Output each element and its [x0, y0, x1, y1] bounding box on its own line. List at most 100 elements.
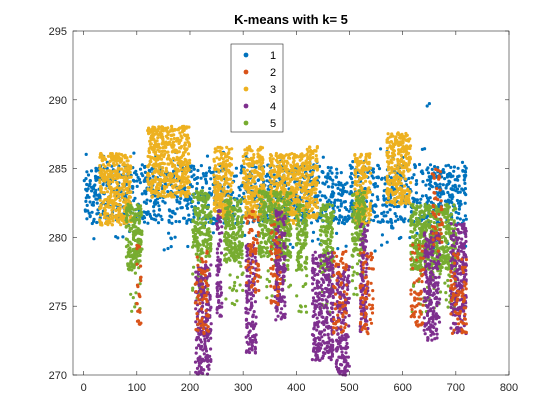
data-point-series-5 — [130, 253, 134, 257]
data-point-series-1 — [332, 201, 337, 205]
data-point-series-1 — [84, 152, 88, 156]
data-point-series-5 — [327, 226, 331, 230]
data-point-series-3 — [408, 157, 412, 161]
data-point-series-3 — [255, 199, 259, 203]
data-point-series-1 — [426, 178, 430, 182]
data-point-series-5 — [239, 217, 244, 221]
data-point-series-3 — [385, 153, 389, 157]
data-point-series-3 — [307, 204, 312, 208]
data-point-series-3 — [284, 164, 288, 168]
data-point-series-5 — [128, 210, 132, 214]
data-point-series-3 — [397, 162, 401, 167]
data-point-series-3 — [252, 153, 256, 157]
data-point-series-1 — [318, 198, 322, 202]
data-point-series-1 — [93, 174, 98, 178]
data-point-series-3 — [122, 188, 126, 192]
data-point-series-5 — [196, 241, 200, 245]
data-point-series-5 — [209, 249, 213, 253]
data-point-series-5 — [239, 209, 243, 213]
data-point-series-3 — [399, 153, 403, 158]
data-point-series-3 — [254, 186, 258, 190]
data-point-series-3 — [388, 182, 392, 186]
data-point-series-1 — [343, 200, 347, 204]
data-point-series-5 — [296, 263, 301, 268]
data-point-series-3 — [120, 196, 124, 200]
data-point-series-1 — [419, 170, 423, 174]
data-point-series-3 — [386, 196, 391, 200]
data-point-series-5 — [278, 207, 282, 211]
data-point-series-3 — [109, 199, 113, 203]
data-point-series-3 — [159, 192, 163, 196]
data-point-series-3 — [367, 217, 371, 221]
data-point-series-1 — [337, 192, 341, 196]
data-point-series-3 — [174, 179, 178, 183]
data-point-series-3 — [308, 153, 312, 157]
data-point-series-5 — [277, 203, 281, 207]
data-point-series-1 — [317, 164, 322, 168]
chart-title: K-means with k= 5 — [234, 12, 348, 27]
data-point-series-5 — [288, 254, 292, 258]
data-point-series-3 — [314, 149, 318, 153]
data-point-series-3 — [244, 172, 248, 176]
data-point-series-3 — [300, 172, 305, 176]
data-point-series-3 — [127, 165, 131, 169]
data-point-series-3 — [98, 178, 102, 182]
data-point-series-5 — [286, 202, 291, 207]
data-point-series-3 — [170, 195, 174, 199]
data-point-series-3 — [214, 196, 219, 200]
data-point-series-3 — [160, 128, 164, 132]
data-point-series-3 — [225, 181, 229, 185]
data-point-series-3 — [221, 169, 225, 173]
data-point-series-3 — [179, 155, 184, 159]
data-point-series-1 — [433, 165, 437, 169]
data-point-series-5 — [133, 305, 137, 309]
data-point-series-1 — [407, 176, 411, 181]
data-point-series-5 — [329, 232, 333, 236]
data-point-series-5 — [295, 294, 299, 298]
data-point-series-3 — [301, 161, 305, 165]
data-point-series-1 — [254, 165, 258, 169]
data-point-series-1 — [226, 185, 230, 189]
data-point-series-3 — [393, 153, 397, 157]
data-point-series-5 — [268, 197, 272, 201]
data-point-series-3 — [284, 153, 289, 157]
data-point-series-3 — [100, 190, 104, 194]
data-point-series-5 — [130, 309, 134, 313]
data-point-series-1 — [266, 187, 270, 191]
data-point-series-3 — [368, 205, 372, 209]
data-point-series-5 — [323, 228, 327, 232]
data-point-series-3 — [177, 141, 181, 146]
data-point-series-3 — [290, 185, 294, 189]
data-point-series-3 — [306, 166, 310, 170]
data-point-series-1 — [232, 174, 237, 178]
data-point-series-5 — [126, 262, 130, 266]
data-point-series-5 — [283, 202, 287, 206]
data-point-series-1 — [442, 192, 446, 196]
data-point-series-5 — [285, 193, 289, 197]
data-point-series-3 — [122, 206, 126, 210]
data-point-series-3 — [405, 152, 409, 156]
data-point-series-3 — [187, 180, 191, 184]
data-point-series-3 — [102, 216, 106, 220]
data-point-series-1 — [438, 182, 442, 186]
data-point-series-3 — [399, 195, 403, 200]
data-point-series-1 — [437, 202, 441, 206]
data-point-series-5 — [297, 208, 301, 212]
data-point-series-1 — [372, 210, 376, 214]
data-point-series-5 — [277, 197, 281, 201]
data-point-series-1 — [340, 215, 344, 219]
data-point-series-3 — [390, 140, 394, 144]
data-point-series-3 — [109, 169, 113, 174]
data-point-series-5 — [127, 247, 131, 252]
data-point-series-3 — [301, 185, 305, 189]
data-point-series-5 — [295, 227, 299, 231]
data-point-series-3 — [122, 161, 126, 165]
data-point-series-5 — [233, 212, 237, 216]
data-point-series-1 — [331, 190, 335, 194]
data-point-series-3 — [219, 162, 223, 166]
data-point-series-5 — [138, 204, 143, 208]
data-point-series-3 — [156, 158, 160, 162]
data-point-series-3 — [150, 178, 154, 182]
data-point-series-3 — [392, 201, 396, 205]
data-point-series-1 — [458, 190, 462, 194]
